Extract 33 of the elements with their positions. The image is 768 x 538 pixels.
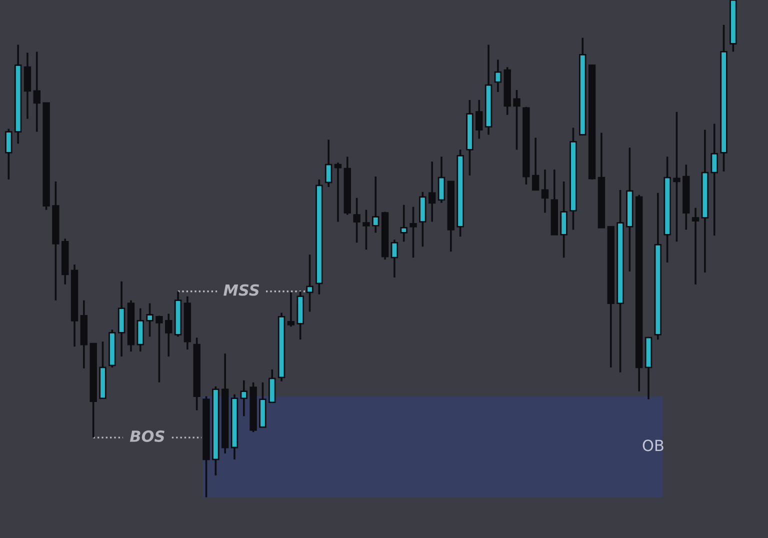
ref-line-label: BOS (130, 430, 164, 442)
candlestick (428, 160, 436, 223)
candlestick (390, 238, 398, 278)
candlestick (400, 204, 408, 243)
candlestick (438, 156, 446, 204)
candlestick (240, 379, 248, 418)
candlestick (532, 136, 540, 191)
candlestick (5, 128, 12, 180)
candlestick (156, 314, 163, 384)
candlestick (513, 89, 520, 151)
candlestick (334, 162, 342, 223)
candlestick (673, 110, 680, 243)
candlestick (306, 254, 314, 313)
candlestick (24, 52, 32, 120)
candlestick (410, 206, 417, 258)
candlestick (541, 168, 549, 214)
candlestick (33, 50, 40, 133)
candlestick (494, 58, 502, 93)
candlestick (268, 368, 276, 404)
band-label: OB (642, 440, 664, 452)
ref-line-label: MSS (224, 284, 260, 296)
candlestick (136, 307, 144, 352)
candlestick (353, 196, 360, 244)
candlestick (324, 138, 332, 188)
candlestick (692, 206, 700, 286)
candlestick (372, 176, 380, 234)
candlestick (165, 312, 172, 358)
candlestick (287, 291, 295, 328)
candlestick (710, 122, 718, 237)
candlestick (362, 208, 370, 251)
candlestick (560, 180, 568, 258)
candlestick (146, 302, 154, 338)
candlestick (476, 99, 483, 140)
